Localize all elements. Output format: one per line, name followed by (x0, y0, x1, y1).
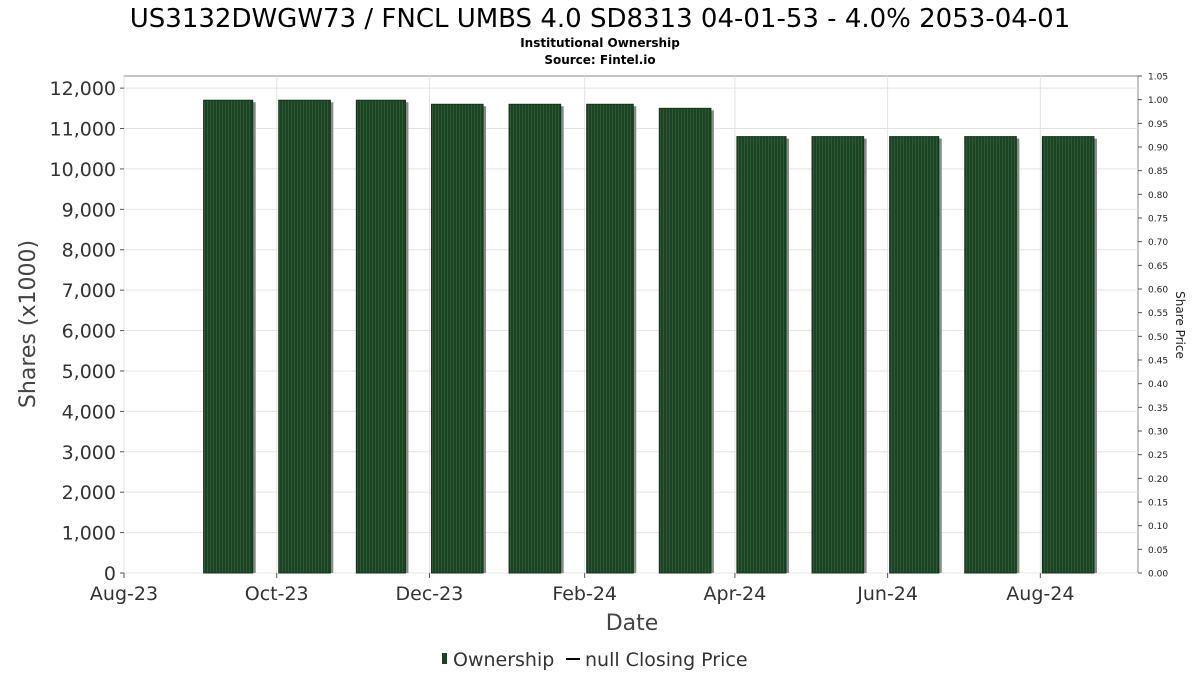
bar-ownership (1041, 136, 1095, 574)
y2-tick-label: 0.75 (1148, 215, 1168, 225)
x-tick-label: Oct-23 (245, 583, 309, 605)
y-tick-label: 9,000 (62, 199, 116, 221)
legend-ownership-swatch (442, 653, 447, 664)
bar-ownership (889, 136, 940, 574)
y2-tick-label: 1.00 (1148, 96, 1168, 106)
y2-tick-label: 0.20 (1148, 475, 1168, 485)
y2-axis-label: Share Price (1173, 291, 1187, 359)
x-tick-label: Apr-24 (704, 583, 767, 605)
y-tick-label: 2,000 (62, 482, 116, 504)
y2-tick-label: 0.50 (1148, 333, 1168, 343)
chart-subtitle-ownership: Institutional Ownership (520, 36, 680, 50)
y2-tick-label: 0.80 (1148, 191, 1168, 201)
x-tick-label: Feb-24 (552, 583, 617, 605)
y2-tick-label: 0.40 (1148, 380, 1168, 390)
y2-tick-label: 0.15 (1148, 499, 1168, 509)
y-tick-label: 7,000 (62, 280, 116, 302)
y2-tick-label: 0.30 (1148, 428, 1168, 438)
y-tick-label: 1,000 (62, 523, 116, 545)
legend-price-label: null Closing Price (585, 649, 748, 671)
bar-ownership (658, 107, 712, 574)
y-tick-label: 12,000 (50, 78, 116, 100)
legend-ownership-label: Ownership (453, 649, 554, 671)
y-tick-label: 10,000 (50, 159, 116, 181)
y2-tick-label: 0.25 (1148, 451, 1168, 461)
y-tick-label: 6,000 (62, 321, 116, 343)
x-axis: Aug-23 Oct-23 Dec-23 Feb-24 Apr-24 Jun-24 Aug-… (90, 573, 1074, 605)
bar-ownership (355, 99, 406, 574)
y2-tick-label: 0.45 (1148, 357, 1168, 367)
y-tick-label: 3,000 (62, 442, 116, 464)
y2-tick-label: 0.55 (1148, 309, 1168, 319)
bar-ownership (508, 103, 562, 574)
x-axis-label: Date (606, 611, 659, 636)
y2-tick-label: 1.05 (1148, 73, 1168, 83)
bar-ownership (278, 99, 331, 574)
y2-tick-label: 0.00 (1148, 570, 1168, 580)
y-tick-label: 0 (104, 563, 116, 585)
bar-ownership (964, 136, 1017, 574)
y-axis-label: Shares (x1000) (16, 240, 41, 408)
y-tick-label: 8,000 (62, 240, 116, 262)
y2-tick-label: 0.65 (1148, 262, 1168, 272)
bar-ownership (736, 136, 787, 574)
y2-tick-label: 0.10 (1148, 522, 1168, 532)
y-axis-left: 0 1,000 2,000 3,000 4,000 5,000 6,000 7,000 8,00… (50, 78, 124, 585)
bar-ownership (586, 103, 634, 574)
bar-ownership (811, 136, 865, 574)
y2-tick-label: 0.05 (1148, 546, 1168, 556)
bar-ownership (430, 103, 484, 574)
y-axis-right: 0.00 0.05 0.10 0.15 0.20 0.25 0.30 0.35 0.40 0.45… (1138, 73, 1168, 580)
chart-title: US3132DWGW73 / FNCL UMBS 4.0 SD8313 04-0… (130, 4, 1071, 34)
y-tick-label: 4,000 (62, 401, 116, 423)
y2-tick-label: 0.85 (1148, 167, 1168, 177)
bar-ownership (203, 99, 254, 574)
y2-tick-label: 0.90 (1148, 144, 1168, 154)
y2-tick-label: 0.95 (1148, 120, 1168, 130)
x-tick-label: Jun-24 (856, 583, 918, 605)
y-tick-label: 5,000 (62, 361, 116, 383)
legend: Ownership null Closing Price (442, 649, 748, 671)
y2-tick-label: 0.70 (1148, 238, 1168, 248)
bars-layer (203, 99, 1097, 574)
x-tick-label: Aug-24 (1006, 583, 1074, 605)
y2-tick-label: 0.35 (1148, 404, 1168, 414)
x-tick-label: Aug-23 (90, 583, 158, 605)
x-tick-label: Dec-23 (396, 583, 464, 605)
y2-tick-label: 0.60 (1148, 286, 1168, 296)
y-tick-label: 11,000 (50, 119, 116, 141)
chart-subtitle-source: Source: Fintel.io (544, 53, 655, 67)
